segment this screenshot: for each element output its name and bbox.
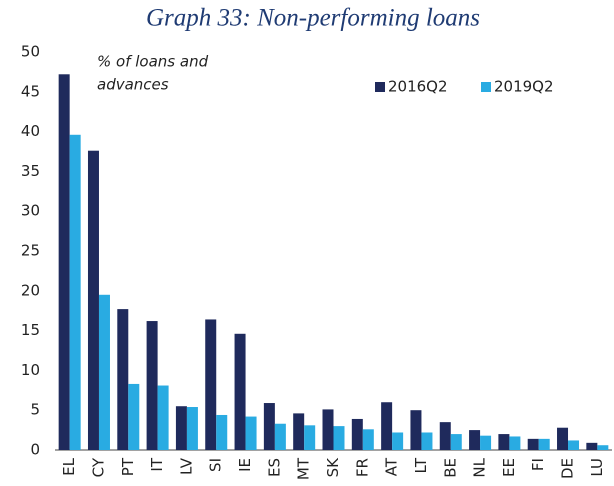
bar xyxy=(58,74,70,451)
bar xyxy=(410,410,422,450)
bar xyxy=(274,423,286,450)
x-tick-label: FI xyxy=(529,458,547,471)
x-tick-label: BE xyxy=(441,458,459,478)
legend-label: 2019Q2 xyxy=(494,78,554,96)
subtitle: % of loans and xyxy=(97,53,209,71)
bar xyxy=(527,438,539,450)
bar xyxy=(175,406,187,450)
x-tick-label: CY xyxy=(89,457,107,477)
bar xyxy=(557,427,569,450)
bar xyxy=(157,385,169,450)
bar xyxy=(245,416,257,450)
bar xyxy=(421,432,433,450)
bar xyxy=(538,438,550,450)
y-tick-label: 5 xyxy=(30,401,40,419)
y-tick-label: 45 xyxy=(21,82,40,100)
bar xyxy=(498,434,510,450)
bar xyxy=(69,134,81,450)
bar xyxy=(381,402,393,450)
y-tick-label: 0 xyxy=(30,441,40,459)
bar xyxy=(362,429,374,450)
y-tick-label: 20 xyxy=(21,281,40,299)
x-tick-label: LU xyxy=(588,458,606,477)
y-tick-label: 30 xyxy=(21,202,40,220)
legend-swatch xyxy=(375,82,385,92)
bar xyxy=(322,409,334,450)
bar xyxy=(98,294,110,450)
y-tick-label: 40 xyxy=(21,122,40,140)
bar xyxy=(469,430,481,450)
legend-swatch xyxy=(481,82,491,92)
x-tick-label: PT xyxy=(119,457,137,476)
bar xyxy=(586,442,598,450)
legend-label: 2016Q2 xyxy=(388,78,448,96)
subtitle: advances xyxy=(97,76,169,94)
bar xyxy=(216,414,228,450)
bar xyxy=(87,150,99,451)
bar xyxy=(509,436,521,450)
x-tick-label: EE xyxy=(500,458,518,477)
x-tick-label: EL xyxy=(60,457,78,475)
x-tick-label: IE xyxy=(236,458,254,472)
x-tick-label: DE xyxy=(559,458,577,479)
x-tick-label: ES xyxy=(265,458,283,477)
bar xyxy=(439,422,451,450)
x-tick-label: SK xyxy=(324,457,342,478)
y-tick-label: 35 xyxy=(21,162,40,180)
x-tick-label: SI xyxy=(207,458,225,472)
bar xyxy=(568,440,580,450)
x-tick-label: FR xyxy=(353,458,371,477)
y-tick-label: 25 xyxy=(21,242,40,260)
chart-title: Graph 33: Non-performing loans xyxy=(146,5,480,32)
bar xyxy=(333,426,345,450)
bar xyxy=(186,407,198,450)
x-tick-label: LT xyxy=(412,457,430,473)
bar xyxy=(304,425,316,450)
x-tick-label: NL xyxy=(471,457,489,477)
x-tick-label: IT xyxy=(148,457,166,471)
bar xyxy=(263,403,275,450)
x-tick-label: AT xyxy=(383,457,401,476)
bar xyxy=(597,445,609,450)
bar xyxy=(205,319,217,450)
bar xyxy=(351,418,363,450)
bar xyxy=(450,434,462,450)
y-tick-label: 15 xyxy=(21,321,40,339)
y-tick-label: 10 xyxy=(21,361,40,379)
x-tick-label: MT xyxy=(295,457,313,480)
bar xyxy=(293,413,305,450)
bar xyxy=(117,309,129,450)
bar xyxy=(480,435,492,450)
bar xyxy=(128,383,140,450)
x-tick-label: LV xyxy=(177,457,195,475)
bar xyxy=(146,321,158,450)
bar xyxy=(234,333,246,450)
bar xyxy=(392,432,404,450)
y-tick-label: 50 xyxy=(21,43,40,61)
